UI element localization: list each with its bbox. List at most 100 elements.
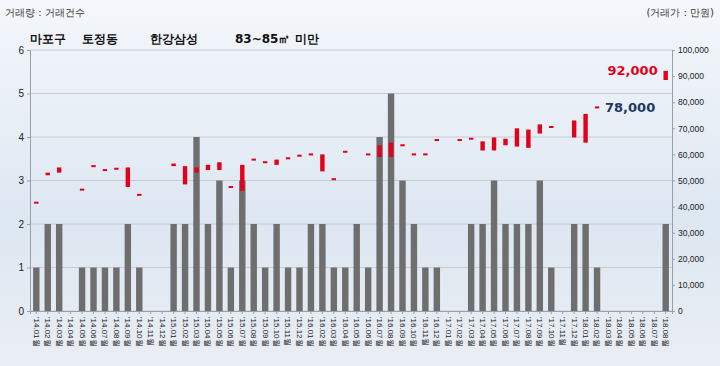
price-range bbox=[389, 143, 393, 157]
tick-mark bbox=[82, 311, 83, 314]
tick-label: '18.08월 bbox=[661, 317, 670, 347]
tick: '16.08월 bbox=[386, 311, 395, 347]
tick-label: '14.06월 bbox=[89, 317, 98, 347]
tick: 3 bbox=[18, 175, 30, 186]
tick: 10,000 bbox=[672, 280, 704, 290]
tick: '17.10월 bbox=[547, 311, 556, 347]
tick-mark bbox=[27, 311, 30, 312]
tick: '17.09월 bbox=[535, 311, 544, 347]
tick: '16.11월 bbox=[421, 311, 430, 346]
tick-label: 0 bbox=[18, 306, 24, 317]
price-range bbox=[286, 157, 290, 159]
bar bbox=[136, 268, 142, 312]
tick: '18.01월 bbox=[581, 311, 590, 347]
tick-mark bbox=[672, 207, 675, 208]
tick: '15.06월 bbox=[226, 311, 235, 347]
tick-label: '17.10월 bbox=[547, 317, 556, 347]
price-range bbox=[126, 167, 130, 187]
tick-label: '16.11월 bbox=[421, 317, 430, 346]
tick-mark bbox=[631, 311, 632, 314]
price-range bbox=[240, 165, 244, 191]
bar bbox=[399, 181, 405, 312]
tick: '16.06월 bbox=[364, 311, 373, 347]
tick-label: 30,000 bbox=[678, 228, 704, 238]
bar bbox=[319, 224, 325, 311]
tick: '15.02월 bbox=[181, 311, 190, 347]
tick-label: '15.11월 bbox=[283, 317, 292, 346]
tick-mark bbox=[150, 311, 151, 314]
bar bbox=[308, 224, 314, 311]
tick: '16.01월 bbox=[306, 311, 315, 347]
tick-mark bbox=[299, 311, 300, 314]
price-range bbox=[435, 139, 439, 141]
tick-mark bbox=[494, 311, 495, 314]
tick-label: 70,000 bbox=[678, 124, 704, 134]
bar bbox=[262, 268, 268, 312]
bar bbox=[239, 181, 245, 312]
tick-mark bbox=[539, 311, 540, 314]
grid-line bbox=[30, 93, 672, 94]
tick-mark bbox=[196, 311, 197, 314]
price-range bbox=[194, 167, 198, 172]
price-range bbox=[526, 130, 530, 148]
price-range bbox=[343, 151, 347, 153]
axis-line bbox=[27, 51, 31, 312]
tick-label: '14.04월 bbox=[66, 317, 75, 347]
tick-label: '18.02월 bbox=[592, 317, 601, 347]
tick-label: '15.07월 bbox=[238, 317, 247, 347]
tick: 1 bbox=[18, 262, 30, 273]
bar bbox=[354, 224, 360, 311]
bar bbox=[90, 268, 96, 312]
bar bbox=[502, 224, 508, 311]
axis-line bbox=[673, 51, 676, 312]
bar bbox=[285, 268, 291, 312]
bar bbox=[468, 224, 474, 311]
tick-label: '15.09월 bbox=[261, 317, 270, 347]
tick-label: 6 bbox=[18, 45, 24, 56]
tick: '15.01월 bbox=[169, 311, 178, 347]
tick: '18.08월 bbox=[661, 311, 670, 347]
tick: '15.12월 bbox=[295, 311, 304, 347]
tick: 30,000 bbox=[672, 228, 704, 238]
tick: '17.06월 bbox=[501, 311, 510, 347]
tick: 60,000 bbox=[672, 150, 704, 160]
price-range bbox=[366, 153, 370, 155]
tick: '14.08월 bbox=[112, 311, 121, 347]
annotation: 92,000 bbox=[608, 63, 658, 78]
title: 한강삼성 bbox=[150, 32, 198, 46]
bar bbox=[582, 224, 588, 311]
tick: '17.04월 bbox=[478, 311, 487, 347]
tick: 80,000 bbox=[672, 97, 704, 107]
tick-mark bbox=[516, 311, 517, 314]
tick-label: 4 bbox=[18, 132, 24, 143]
tick: 5 bbox=[18, 88, 30, 99]
price-range bbox=[515, 128, 519, 146]
tick: '18.03월 bbox=[604, 311, 613, 347]
price-range bbox=[572, 120, 576, 137]
tick-mark bbox=[322, 311, 323, 314]
bar bbox=[205, 224, 211, 311]
tick-mark bbox=[672, 128, 675, 129]
tick-mark bbox=[59, 311, 60, 314]
title: 토정동 bbox=[82, 32, 118, 46]
tick-label: '17.12월 bbox=[570, 317, 579, 347]
tick-label: '14.03월 bbox=[55, 317, 64, 347]
tick-mark bbox=[173, 311, 174, 314]
price-range bbox=[57, 167, 61, 172]
tick-mark bbox=[265, 311, 266, 314]
bar bbox=[170, 224, 176, 311]
axis-line bbox=[31, 312, 673, 315]
tick-mark bbox=[185, 311, 186, 314]
tick: '16.02월 bbox=[318, 311, 327, 347]
tick-label: '16.07월 bbox=[375, 317, 384, 347]
bar bbox=[605, 311, 611, 312]
bar bbox=[434, 268, 440, 312]
tick-mark bbox=[253, 311, 254, 314]
tick-label: 10,000 bbox=[678, 280, 704, 290]
tick: 0 bbox=[672, 306, 683, 316]
tick-label: '15.05월 bbox=[215, 317, 224, 347]
tick-mark bbox=[219, 311, 220, 314]
tick: '17.07월 bbox=[512, 311, 521, 347]
tick-label: '18.03월 bbox=[604, 317, 613, 347]
tick-label: 5 bbox=[18, 88, 24, 99]
